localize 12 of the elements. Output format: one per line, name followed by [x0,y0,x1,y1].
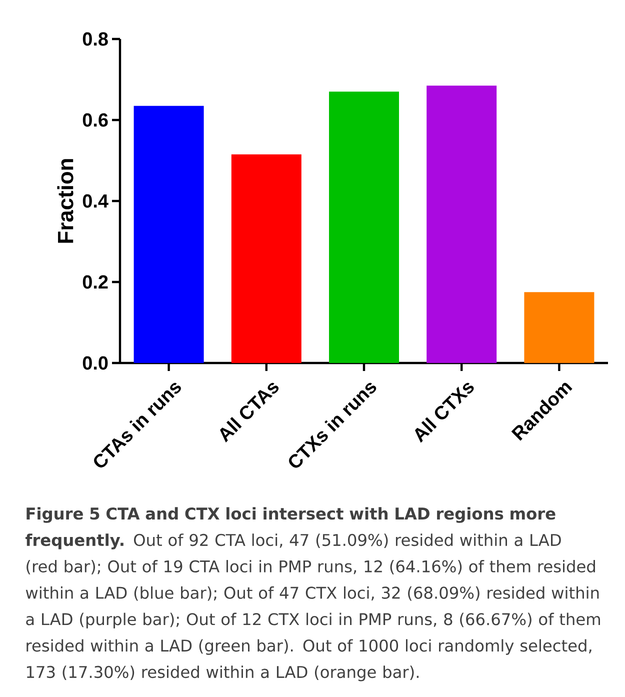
y-tick-label: 0.6 [82,113,108,127]
y-tick-label: 0.2 [82,275,108,289]
bar [134,106,204,363]
bar [426,86,497,363]
y-tick-label: 0.0 [82,356,108,370]
y-tick-label: 0.4 [82,194,108,208]
bar [329,92,399,363]
y-axis-title: Fraction [57,159,74,243]
bar [524,292,594,363]
y-tick-label: 0.8 [82,32,108,46]
bar [231,154,302,363]
text: Figure 5 CTA and CTX loci intersect with LAD regions more frequently. Out of 92 CTA loci, 47 (51.09%) resided within a LAD (red bar); Out of 19 CTA loci in PMP runs, 12 (64.16%) of them resided within a LAD (blue bar); Out of 47 CTX loci, 32 (68.09%) resided within a LAD (purple bar); Out of 12 CTX loci in PMP runs, 8 (66.67%) of them resided within a LAD (green bar). Out of 1000 loci randomly selected, 173 (17.30%) resided within a LAD (orange bar). [26,507,600,682]
